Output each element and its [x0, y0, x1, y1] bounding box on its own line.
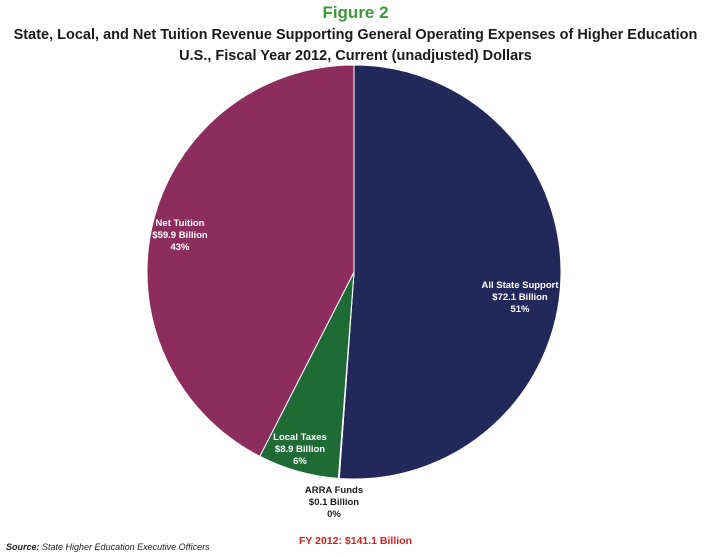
source-note: Source: State Higher Education Executive… — [6, 542, 210, 552]
source-text: State Higher Education Executive Officer… — [42, 542, 210, 552]
title-line-2: U.S., Fiscal Year 2012, Current (unadjus… — [179, 48, 532, 64]
slice-label-arra-funds: ARRA Funds $0.1 Billion 0% — [305, 485, 363, 520]
slice-label-local-taxes: Local Taxes $8.9 Billion 6% — [273, 432, 327, 467]
slice-label-all-state-support: All State Support $72.1 Billion 51% — [481, 280, 559, 315]
title-line-1: State, Local, and Net Tuition Revenue Su… — [13, 27, 698, 43]
chart-title: State, Local, and Net Tuition Revenue Su… — [0, 25, 711, 67]
slice-label-net-tuition: Net Tuition $59.9 Billion 43% — [152, 218, 208, 253]
pie-slice-net-tuition — [146, 64, 355, 458]
figure-label: Figure 2 — [322, 3, 389, 22]
total-label: FY 2012: $141.1 Billion — [298, 535, 413, 547]
pie-slice-all-state-support — [338, 64, 562, 480]
source-prefix: Source: — [6, 542, 40, 552]
